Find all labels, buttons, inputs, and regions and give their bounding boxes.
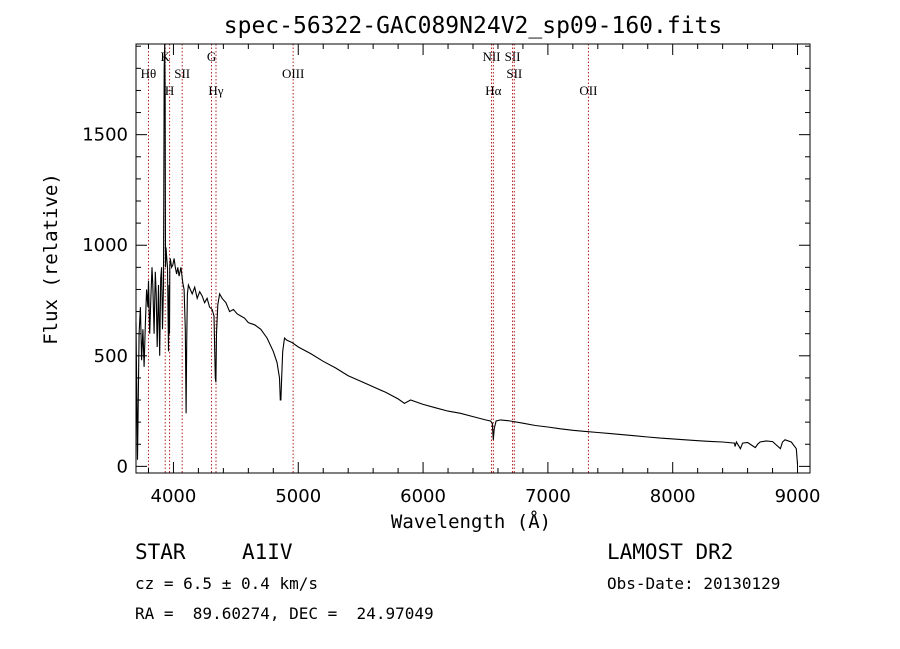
sky-coordinates: RA = 89.60274, DEC = 24.97049 xyxy=(135,604,434,623)
survey-release: LAMOST DR2 xyxy=(607,540,734,564)
object-subclass: A1IV xyxy=(242,540,293,564)
tick-labels: 4000 5000 6000 7000 8000 9000 0 500 1000 1500 xyxy=(82,125,820,507)
plot-axes xyxy=(135,43,811,474)
line-label-sii: SII xyxy=(174,66,190,81)
line-label-sii: SII xyxy=(505,49,521,64)
line-label-k: K xyxy=(161,49,171,64)
line-label-oiii: OIII xyxy=(282,66,304,81)
x-tick-label: 4000 xyxy=(151,486,197,507)
line-label-hθ: Hθ xyxy=(141,66,157,81)
x-tick-label: 5000 xyxy=(275,486,321,507)
line-label-hγ: Hγ xyxy=(208,83,223,98)
line-label-g: G xyxy=(207,49,216,64)
redshift-velocity: cz = 6.5 ± 0.4 km/s xyxy=(135,574,319,593)
chart-title: spec-56322-GAC089N24V2_sp09-160.fits xyxy=(224,13,723,39)
line-label-h: H xyxy=(165,83,174,98)
y-tick-label: 1500 xyxy=(82,125,128,146)
spectrum-series-line xyxy=(135,43,799,465)
line-label-oii: OII xyxy=(579,83,597,98)
x-tick-label: 8000 xyxy=(650,486,696,507)
line-label-nii: NII xyxy=(482,49,500,64)
line-label-sii: SII xyxy=(506,66,522,81)
observation-date: Obs-Date: 20130129 xyxy=(607,574,781,593)
y-tick-label: 500 xyxy=(94,346,128,367)
y-tick-label: 1000 xyxy=(82,235,128,256)
x-axis-title: Wavelength (Å) xyxy=(391,510,551,533)
x-tick-label: 6000 xyxy=(400,486,446,507)
plot-frame xyxy=(135,43,811,474)
line-label-hα: Hα xyxy=(485,83,501,98)
y-tick-label: 0 xyxy=(117,456,128,477)
x-tick-label: 9000 xyxy=(775,486,821,507)
object-class: STAR xyxy=(135,540,186,564)
x-tick-label: 7000 xyxy=(525,486,571,507)
y-axis-title: Flux (relative) xyxy=(40,173,62,345)
